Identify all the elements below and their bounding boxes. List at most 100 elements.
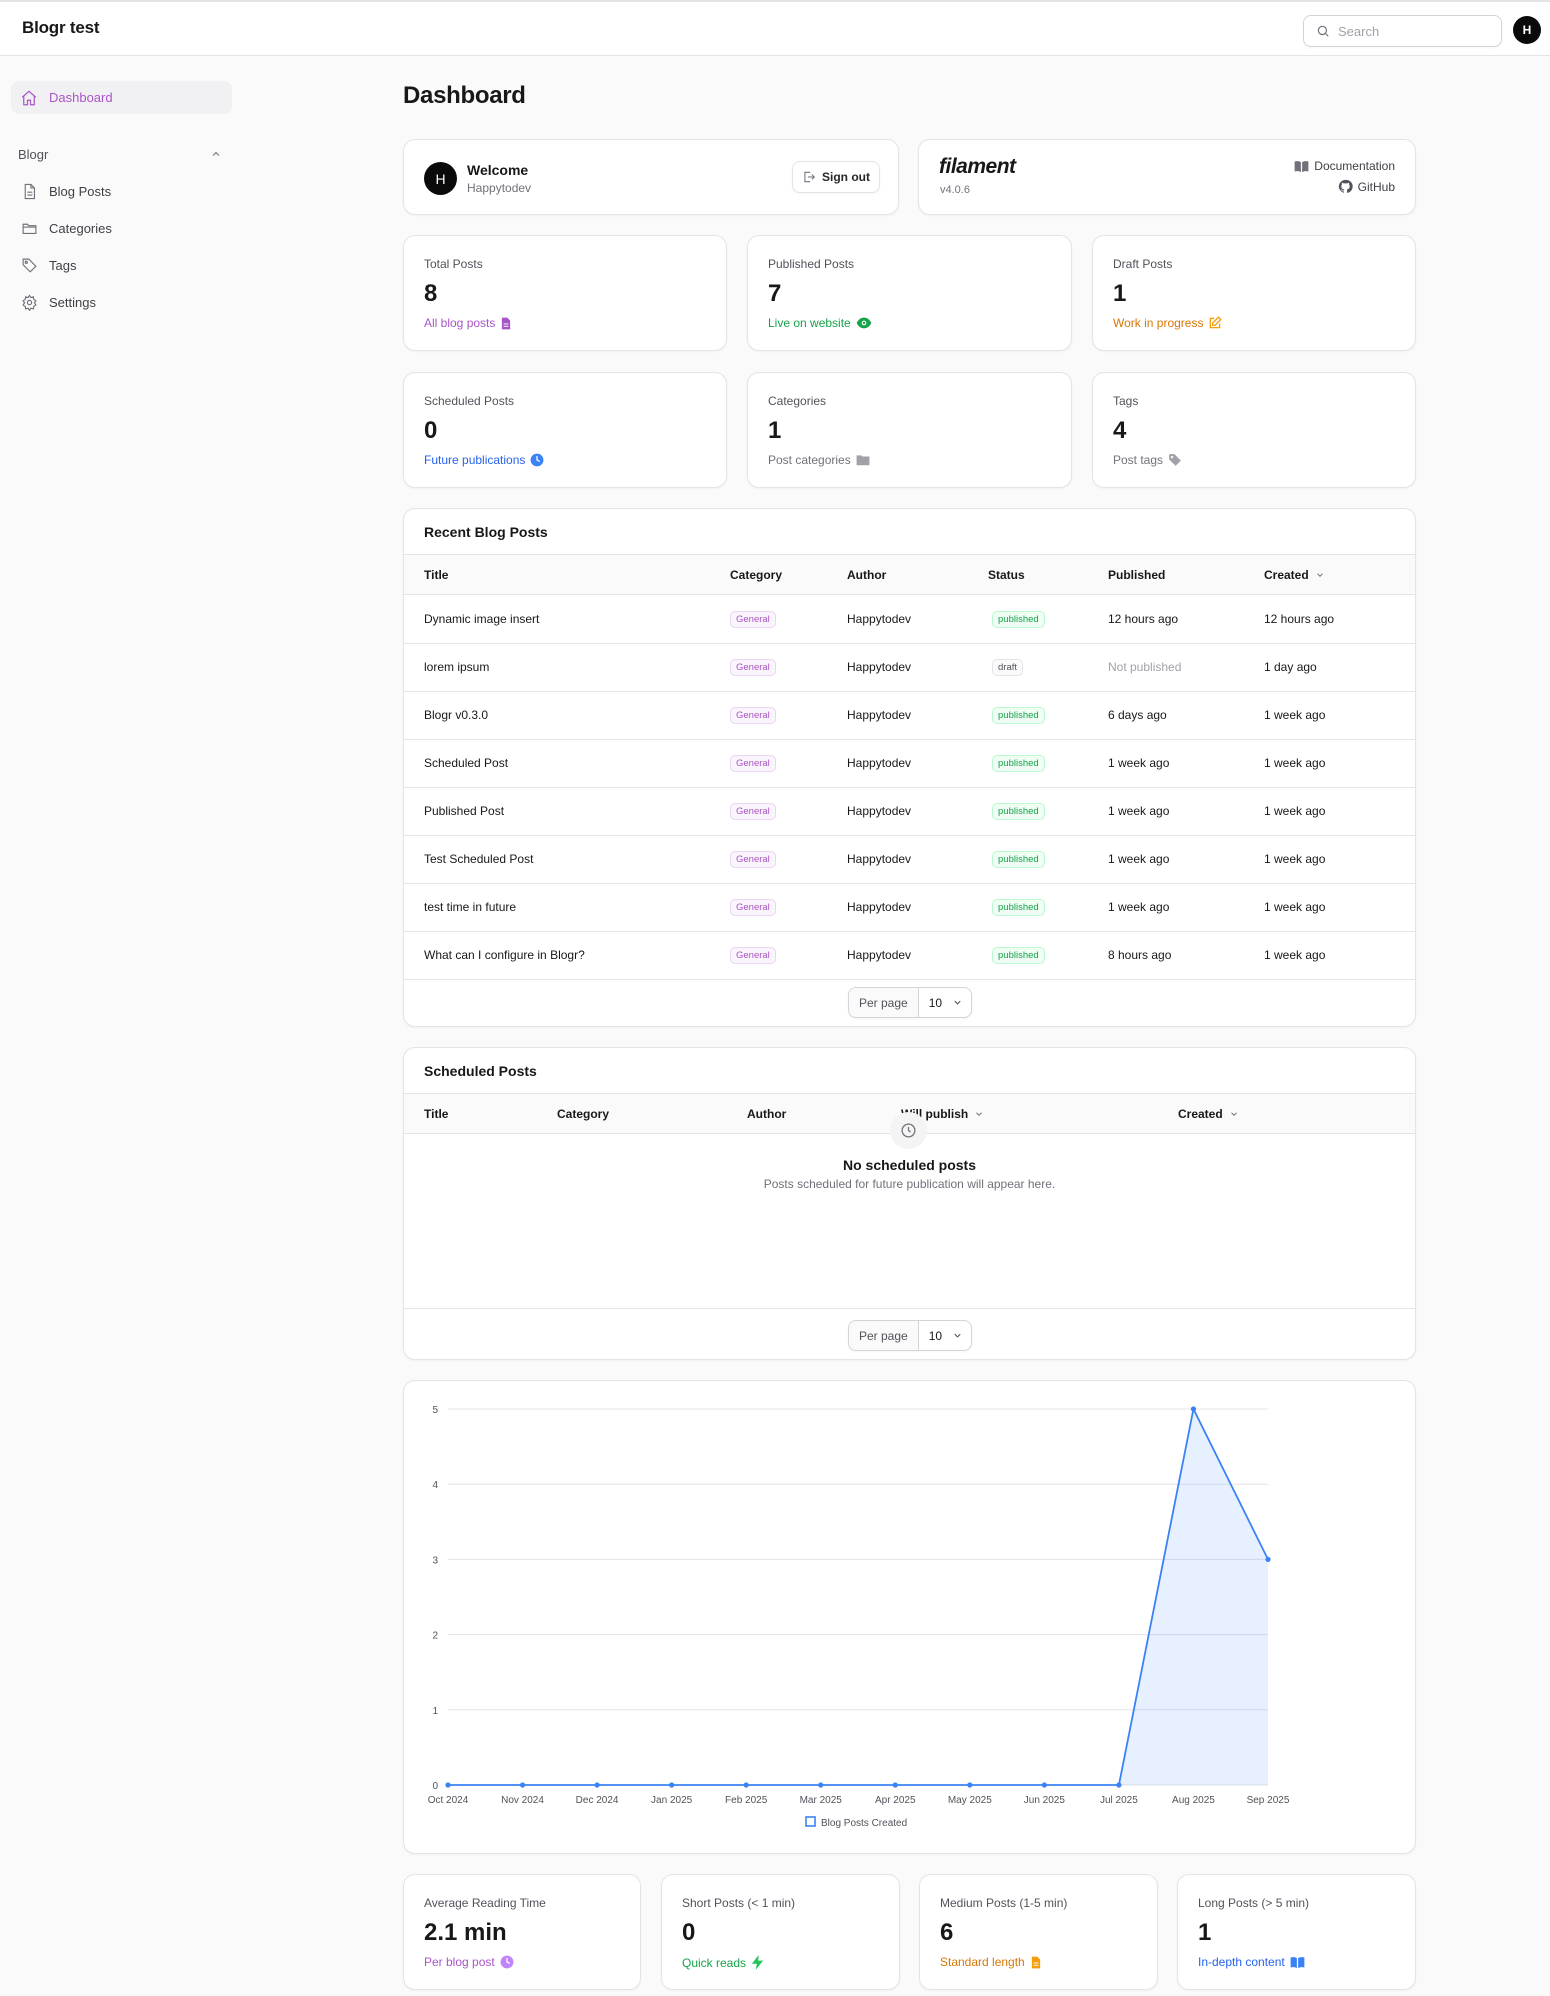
stat-description-text: Post categories: [768, 453, 851, 467]
filament-version: v4.0.6: [940, 184, 970, 196]
book-icon: [1290, 1956, 1305, 1969]
per-page-value[interactable]: 10: [919, 1321, 971, 1350]
y-tick-label: 3: [432, 1555, 438, 1566]
sidebar-item-tags[interactable]: Tags: [11, 249, 232, 282]
cell-title: Blogr v0.3.0: [424, 708, 489, 722]
stat-value: 1: [768, 417, 782, 444]
column-header-title[interactable]: Title: [424, 1107, 449, 1121]
sign-out-label: Sign out: [822, 170, 870, 184]
table-row[interactable]: Dynamic image insert General Happytodev pub…: [404, 596, 1415, 644]
stat-description: Standard length: [940, 1955, 1042, 1969]
cell-author: Happytodev: [847, 900, 912, 914]
chart-card: 0 1 2 3 4 5 Oct 2024 Nov 2024 Dec 2024 Jan 2025 Fe…: [403, 1380, 1416, 1854]
brand-name[interactable]: Blogr test: [22, 18, 100, 37]
cell-title: lorem ipsum: [424, 660, 490, 674]
table-row[interactable]: Blogr v0.3.0 General Happytodev published 6 …: [404, 692, 1415, 740]
per-page-value[interactable]: 10: [919, 988, 971, 1017]
y-tick-label: 0: [432, 1781, 438, 1792]
column-header-author[interactable]: Author: [747, 1107, 787, 1121]
stat-card-long-posts: Long Posts (> 5 min) 1 In-depth content: [1177, 1874, 1416, 1990]
per-page-select[interactable]: Per page 10: [848, 1320, 973, 1351]
cell-created: 1 week ago: [1264, 804, 1326, 818]
column-header-author[interactable]: Author: [847, 568, 887, 582]
sidebar-item-label: Dashboard: [49, 90, 113, 105]
cell-title: test time in future: [424, 900, 517, 914]
search-input[interactable]: [1338, 22, 1488, 40]
data-point: [1265, 1556, 1271, 1562]
tag-icon: [19, 256, 39, 276]
chevron-down-icon: [976, 1112, 983, 1116]
stat-description: Future publications: [424, 453, 544, 467]
y-tick-label: 1: [432, 1706, 438, 1717]
status-badge: published: [992, 611, 1045, 628]
legend-swatch: [805, 1816, 816, 1827]
cell-title: Test Scheduled Post: [424, 852, 534, 866]
stat-label: Average Reading Time: [424, 1896, 546, 1910]
sidebar-item-settings[interactable]: Settings: [11, 286, 232, 319]
sign-out-button[interactable]: Sign out: [792, 161, 880, 193]
table-row[interactable]: What can I configure in Blogr? General Hap…: [404, 932, 1415, 980]
sidebar-item-categories[interactable]: Categories: [11, 212, 232, 245]
welcome-title: Welcome: [467, 162, 529, 178]
topbar: Blogr test H: [0, 0, 1550, 56]
table-row[interactable]: test time in future General Happytodev publ…: [404, 884, 1415, 932]
scheduled-posts-table-card: Scheduled Posts Title Category Author Wi…: [403, 1047, 1416, 1360]
chevron-up-icon[interactable]: [210, 148, 222, 160]
category-badge: General: [730, 947, 776, 964]
column-header-title[interactable]: Title: [424, 568, 449, 582]
data-point: [519, 1782, 526, 1788]
chevron-down-icon: [1316, 573, 1323, 577]
github-link[interactable]: GitHub: [1338, 179, 1395, 194]
cell-published: 1 week ago: [1108, 756, 1170, 770]
column-header-published[interactable]: Published: [1108, 568, 1166, 582]
search-box[interactable]: [1303, 15, 1502, 47]
column-header-label: Created: [1178, 1107, 1223, 1121]
table-row[interactable]: Published Post General Happytodev published…: [404, 788, 1415, 836]
stat-description-text: Live on website: [768, 316, 851, 330]
sidebar-item-dashboard[interactable]: Dashboard: [11, 81, 232, 114]
cell-created: 1 week ago: [1264, 756, 1326, 770]
documentation-label: Documentation: [1314, 159, 1395, 173]
cell-author: Happytodev: [847, 756, 912, 770]
stat-card-published-posts: Published Posts 7 Live on website: [747, 235, 1072, 351]
column-header-created[interactable]: Created: [1178, 1107, 1239, 1121]
filament-logo[interactable]: filament: [939, 155, 1016, 178]
column-header-created[interactable]: Created: [1264, 568, 1325, 582]
table-row[interactable]: Test Scheduled Post General Happytodev publ…: [404, 836, 1415, 884]
sidebar-item-blog-posts[interactable]: Blog Posts: [11, 175, 232, 208]
column-header-category[interactable]: Category: [557, 1107, 610, 1121]
documentation-link[interactable]: Documentation: [1294, 159, 1395, 173]
sidebar-item-label: Settings: [49, 295, 96, 310]
table-row[interactable]: lorem ipsum General Happytodev draft Not pub…: [404, 644, 1415, 692]
cell-title: Scheduled Post: [424, 756, 509, 770]
stat-label: Total Posts: [424, 257, 483, 271]
welcome-username: Happytodev: [467, 181, 532, 195]
posts-created-chart: 0 1 2 3 4 5 Oct 2024 Nov 2024 Dec 2024 Jan 2025 Fe…: [428, 1405, 1290, 1829]
sidebar-group-label[interactable]: Blogr: [18, 147, 49, 162]
stat-label: Categories: [768, 394, 827, 408]
stat-card-scheduled-posts: Scheduled Posts 0 Future publications: [403, 372, 727, 488]
status-badge: published: [992, 851, 1045, 868]
clock-icon: [500, 1955, 514, 1969]
cell-title: What can I configure in Blogr?: [424, 948, 585, 962]
stat-value: 2.1 min: [424, 1919, 507, 1946]
cell-published: Not published: [1108, 660, 1182, 674]
cell-author: Happytodev: [847, 804, 912, 818]
column-header-category[interactable]: Category: [730, 568, 783, 582]
eye-icon: [856, 317, 872, 329]
sign-out-icon: [804, 171, 815, 183]
sidebar-item-label: Categories: [49, 221, 112, 236]
x-tick-label: Aug 2025: [1172, 1795, 1215, 1806]
x-tick-label: Feb 2025: [725, 1795, 768, 1806]
stat-description-text: Quick reads: [682, 1955, 747, 1970]
column-header-status[interactable]: Status: [988, 568, 1025, 582]
stat-label: Draft Posts: [1113, 257, 1173, 271]
clock-icon: [530, 453, 544, 467]
table-row[interactable]: Scheduled Post General Happytodev published…: [404, 740, 1415, 788]
stat-description: Post tags: [1113, 453, 1182, 467]
page-title: Dashboard: [403, 82, 526, 109]
gear-icon: [19, 293, 39, 313]
per-page-select[interactable]: Per page 10: [848, 987, 973, 1018]
divider: [404, 1308, 1415, 1309]
avatar[interactable]: H: [1513, 16, 1541, 44]
